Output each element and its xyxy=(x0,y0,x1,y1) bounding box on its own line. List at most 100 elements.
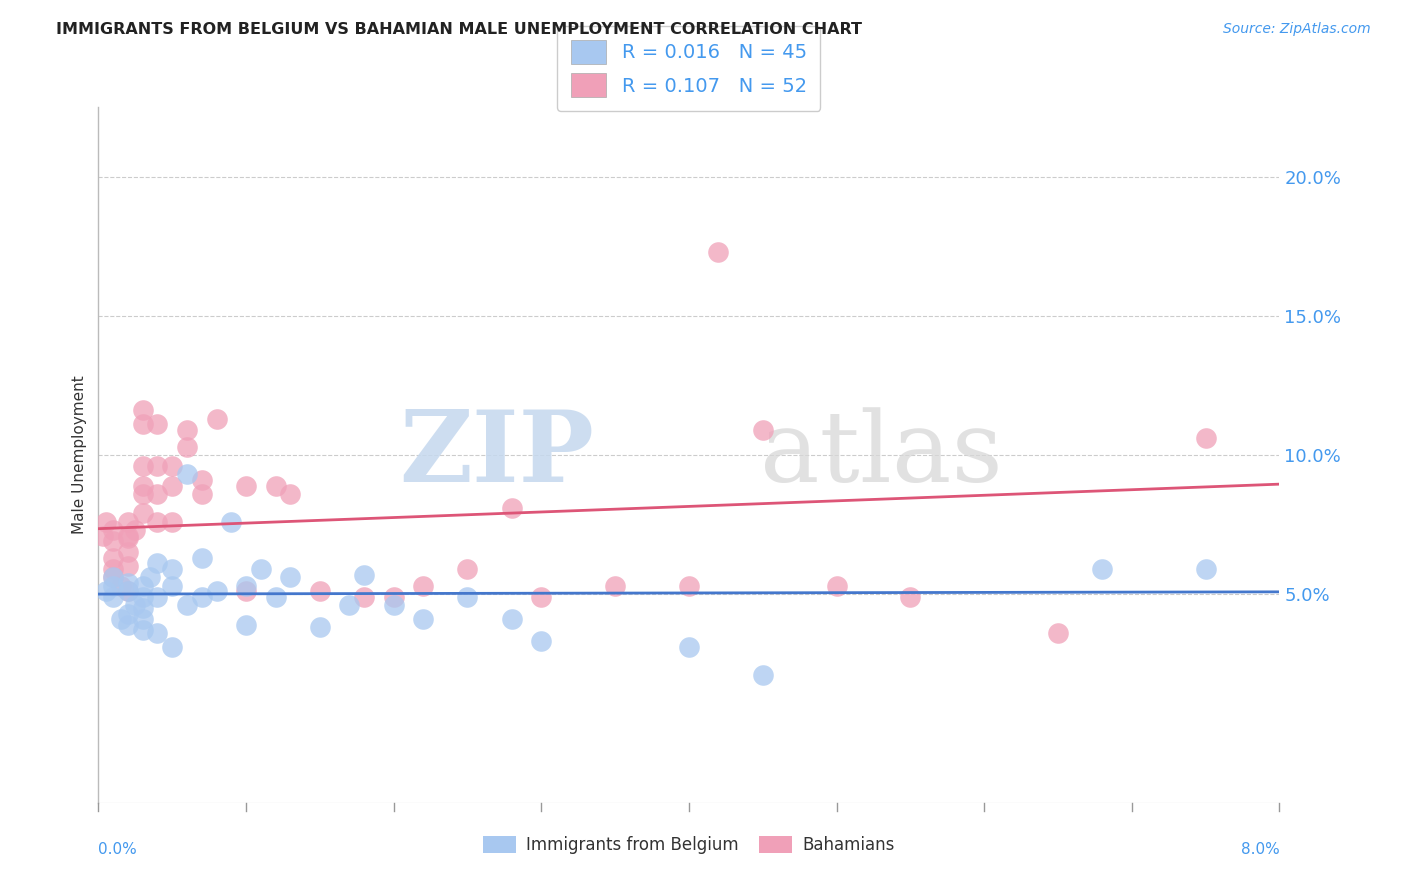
Point xyxy=(117,584,139,599)
Point xyxy=(678,640,700,654)
Point xyxy=(146,487,169,501)
Point xyxy=(91,528,114,542)
Text: IMMIGRANTS FROM BELGIUM VS BAHAMIAN MALE UNEMPLOYMENT CORRELATION CHART: IMMIGRANTS FROM BELGIUM VS BAHAMIAN MALE… xyxy=(56,22,862,37)
Y-axis label: Male Unemployment: Male Unemployment xyxy=(72,376,87,534)
Point xyxy=(117,584,139,599)
Point xyxy=(309,620,332,634)
Point xyxy=(530,634,553,648)
Point xyxy=(412,579,434,593)
Point xyxy=(176,423,198,437)
Point xyxy=(132,507,155,521)
Point xyxy=(103,579,125,593)
Point xyxy=(412,612,434,626)
Text: 8.0%: 8.0% xyxy=(1240,842,1279,856)
Point xyxy=(309,584,332,599)
Point xyxy=(250,562,273,576)
Point xyxy=(103,550,125,565)
Point xyxy=(752,423,775,437)
Point xyxy=(280,570,302,584)
Point xyxy=(117,607,139,621)
Point xyxy=(191,590,214,604)
Point xyxy=(117,559,139,574)
Point xyxy=(264,590,287,604)
Point xyxy=(235,579,257,593)
Point xyxy=(146,590,169,604)
Text: atlas: atlas xyxy=(759,407,1002,503)
Point xyxy=(457,562,479,576)
Point xyxy=(117,515,139,529)
Point xyxy=(132,590,155,604)
Point xyxy=(117,545,139,559)
Point xyxy=(103,590,125,604)
Legend: Immigrants from Belgium, Bahamians: Immigrants from Belgium, Bahamians xyxy=(477,829,901,861)
Point xyxy=(124,523,146,537)
Point xyxy=(205,411,228,425)
Point xyxy=(103,534,125,549)
Point xyxy=(110,579,132,593)
Point xyxy=(103,570,125,584)
Point xyxy=(353,567,375,582)
Point xyxy=(191,550,214,565)
Point xyxy=(1046,626,1070,640)
Point xyxy=(221,515,243,529)
Point xyxy=(530,590,553,604)
Point xyxy=(605,579,627,593)
Point xyxy=(132,624,155,638)
Text: ZIP: ZIP xyxy=(399,407,595,503)
Point xyxy=(110,612,132,626)
Point xyxy=(280,487,302,501)
Point xyxy=(103,562,125,576)
Point xyxy=(162,515,183,529)
Point xyxy=(132,487,155,501)
Point xyxy=(264,478,287,492)
Point xyxy=(132,612,155,626)
Point xyxy=(382,598,405,612)
Point xyxy=(707,244,730,259)
Point xyxy=(117,532,139,546)
Point xyxy=(235,478,257,492)
Point xyxy=(162,640,183,654)
Point xyxy=(132,601,155,615)
Point xyxy=(103,570,125,584)
Point xyxy=(205,584,228,599)
Point xyxy=(162,458,183,473)
Text: 0.0%: 0.0% xyxy=(98,842,138,856)
Point xyxy=(353,590,375,604)
Point xyxy=(501,500,523,515)
Point xyxy=(457,590,479,604)
Point xyxy=(1195,562,1218,576)
Point xyxy=(94,515,117,529)
Point xyxy=(146,458,169,473)
Point xyxy=(235,617,257,632)
Point xyxy=(146,557,169,571)
Point xyxy=(94,584,117,599)
Point xyxy=(132,458,155,473)
Point xyxy=(1195,431,1218,445)
Point xyxy=(900,590,922,604)
Point xyxy=(235,584,257,599)
Point xyxy=(132,403,155,417)
Point xyxy=(139,570,162,584)
Point xyxy=(146,417,169,432)
Point xyxy=(191,487,214,501)
Point xyxy=(132,579,155,593)
Text: Source: ZipAtlas.com: Source: ZipAtlas.com xyxy=(1223,22,1371,37)
Point xyxy=(678,579,700,593)
Point xyxy=(382,590,405,604)
Point xyxy=(117,528,139,542)
Point xyxy=(117,576,139,591)
Point xyxy=(146,515,169,529)
Point xyxy=(501,612,523,626)
Point xyxy=(1091,562,1114,576)
Point xyxy=(176,467,198,482)
Point xyxy=(124,598,146,612)
Point xyxy=(191,473,214,487)
Point xyxy=(176,440,198,454)
Point xyxy=(162,562,183,576)
Point xyxy=(103,523,125,537)
Point xyxy=(162,579,183,593)
Point xyxy=(117,617,139,632)
Point xyxy=(146,626,169,640)
Point xyxy=(132,417,155,432)
Point xyxy=(132,478,155,492)
